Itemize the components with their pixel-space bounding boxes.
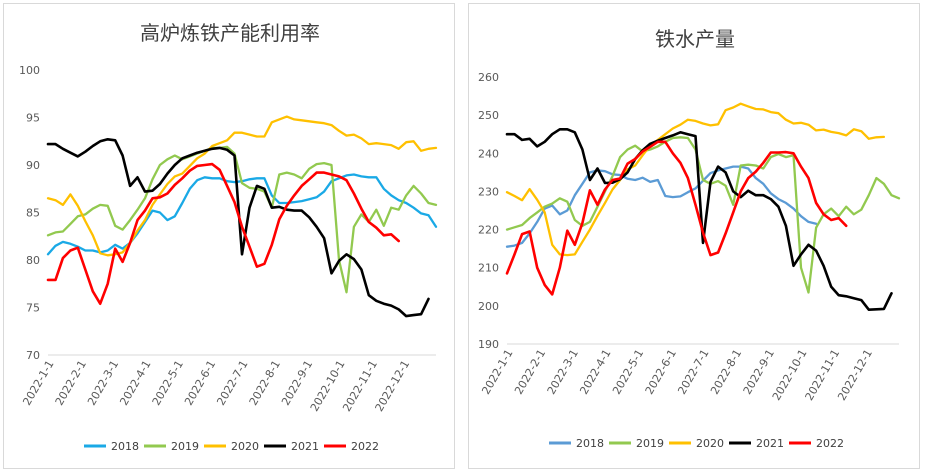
x-tick-label: 2022-1-1 (479, 347, 515, 397)
legend-label: 2018 (111, 440, 139, 453)
series-line-2022 (46, 162, 401, 306)
capacity-utilization-chart-panel: 高炉炼铁产能利用率 70 75 80 85 90 95 100 2022-1-1 2022-2… (3, 3, 455, 469)
series-line-2018 (505, 165, 818, 248)
x-tick-label: 2022-6-1 (182, 358, 218, 408)
x-tick-label: 2022-7-1 (675, 347, 711, 397)
y-tick-label: 190 (478, 338, 499, 351)
y-tick-label: 85 (26, 207, 40, 220)
x-tick-label: 2022-5-1 (610, 347, 646, 397)
y-tick-label: 230 (478, 185, 499, 198)
hot-metal-output-chart-panel: 铁水产量 190 200 210 220 230 240 250 260 2022-1-1 20… (468, 3, 920, 469)
series-line-2019 (505, 136, 901, 294)
x-tick-label: 2022-6-1 (643, 347, 679, 397)
x-tick-label: 2022-7-1 (214, 358, 250, 408)
chart-title: 高炉炼铁产能利用率 (140, 21, 320, 45)
legend-label: 2022 (816, 437, 844, 450)
x-tick-label: 2022-2-1 (512, 347, 548, 397)
chart-title: 铁水产量 (655, 27, 735, 51)
legend-label: 2022 (351, 440, 379, 453)
y-tick-label: 100 (19, 64, 40, 77)
x-tick-label: 2022-4-1 (577, 347, 613, 397)
x-tick-label: 2022-1-1 (20, 358, 56, 408)
y-tick-label: 220 (478, 224, 499, 237)
y-tick-label: 240 (478, 147, 499, 160)
legend-label: 2020 (231, 440, 259, 453)
series-line-2020 (505, 102, 886, 257)
x-tick-label: 2022-2-1 (53, 358, 89, 408)
legend-label: 2018 (576, 437, 604, 450)
y-tick-label: 200 (478, 300, 499, 313)
x-tick-label: 2022-8-1 (708, 347, 744, 397)
series-line-2020 (46, 115, 438, 257)
capacity-utilization-chart: 高炉炼铁产能利用率 70 75 80 85 90 95 100 2022-1-12022-2… (19, 21, 438, 453)
x-tick-label: 2022-9-1 (741, 347, 777, 397)
legend-label: 2021 (291, 440, 319, 453)
y-tick-label: 95 (26, 112, 40, 125)
y-tick-label: 75 (26, 302, 40, 315)
y-tick-label: 80 (26, 254, 40, 267)
legend-label: 2021 (756, 437, 784, 450)
x-tick-label: 2022-9-1 (279, 358, 315, 408)
legend-label: 2020 (696, 437, 724, 450)
series-line-2021 (46, 138, 430, 318)
series-line-2022 (505, 140, 848, 296)
y-tick-label: 250 (478, 109, 499, 122)
y-tick-label: 90 (26, 159, 40, 172)
x-tick-label: 2022-8-1 (247, 358, 283, 408)
y-tick-label: 210 (478, 262, 499, 275)
series-line-2021 (505, 128, 893, 312)
x-tick-label: 2022-4-1 (117, 358, 153, 408)
series-line-2019 (46, 145, 438, 294)
legend-label: 2019 (636, 437, 664, 450)
x-tick-label: 2022-3-1 (85, 358, 121, 408)
legend-label: 2019 (171, 440, 199, 453)
y-tick-label: 70 (26, 349, 40, 362)
y-tick-label: 260 (478, 71, 499, 84)
x-tick-label: 2022-3-1 (545, 347, 581, 397)
x-tick-label: 2022-5-1 (150, 358, 186, 408)
